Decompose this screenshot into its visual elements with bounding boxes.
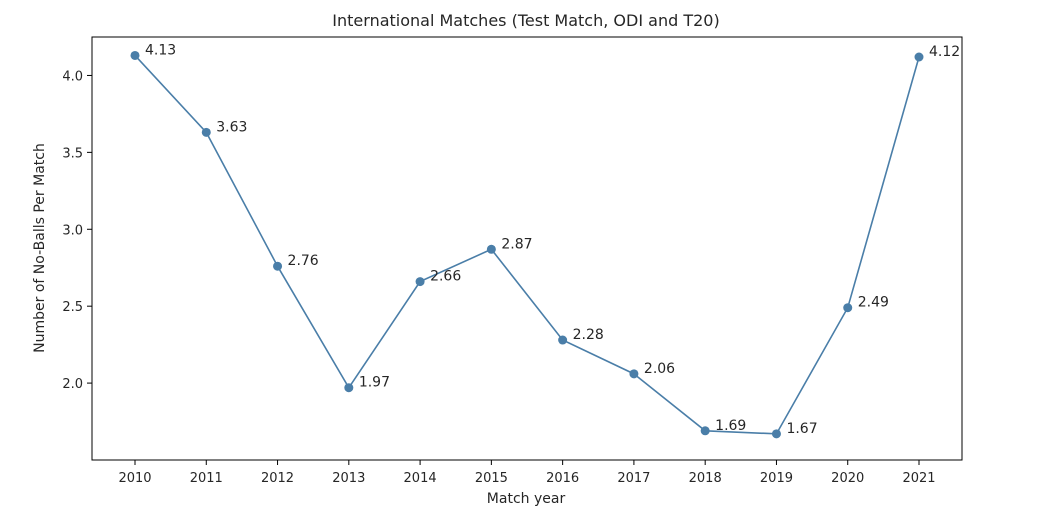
data-label: 2.76 — [288, 253, 319, 269]
data-point — [843, 303, 853, 313]
x-tick-label: 2012 — [261, 471, 294, 486]
data-point — [486, 244, 496, 254]
y-tick-label: 2.0 — [62, 377, 83, 392]
x-tick-label: 2017 — [617, 471, 650, 486]
x-tick-label: 2021 — [902, 471, 935, 486]
data-point — [273, 261, 283, 271]
data-label: 1.69 — [715, 418, 746, 434]
data-label: 4.13 — [145, 42, 176, 58]
data-labels: 4.13 3.63 2.76 1.97 2.66 2.87 2.28 2.06 1.69 1.67… — [145, 42, 960, 436]
y-axis: 2.0 2.5 3.0 3.5 4.0 — [62, 69, 92, 392]
data-label: 1.97 — [359, 375, 390, 391]
x-tick-label: 2016 — [546, 471, 579, 486]
x-axis: 2010 2011 2012 2013 2014 2015 2016 2017 2018 2019… — [118, 460, 936, 486]
x-tick-label: 2010 — [118, 471, 151, 486]
data-point — [914, 52, 924, 62]
y-tick-label: 3.0 — [62, 223, 83, 238]
x-tick-label: 2013 — [332, 471, 365, 486]
data-label: 2.49 — [858, 295, 889, 311]
data-label: 2.06 — [644, 361, 675, 377]
series-line — [130, 50, 924, 439]
data-point — [629, 369, 639, 379]
plot-area — [91, 36, 963, 461]
series-polyline — [134, 54, 920, 435]
data-label: 2.28 — [573, 327, 604, 343]
x-tick-label: 2018 — [689, 471, 722, 486]
data-label: 2.66 — [430, 269, 461, 285]
y-tick-label: 3.5 — [62, 146, 83, 161]
data-label: 2.87 — [501, 236, 532, 252]
data-point — [415, 277, 425, 287]
chart-title: International Matches (Test Match, ODI a… — [332, 11, 719, 30]
y-tick-label: 2.5 — [62, 300, 83, 315]
data-point — [558, 335, 568, 345]
x-tick-label: 2014 — [404, 471, 437, 486]
data-point — [130, 50, 140, 60]
data-point — [201, 127, 211, 137]
x-tick-label: 2015 — [475, 471, 508, 486]
x-tick-label: 2011 — [190, 471, 223, 486]
data-point — [700, 426, 710, 436]
x-tick-label: 2020 — [831, 471, 864, 486]
data-point — [344, 383, 354, 393]
data-label: 3.63 — [216, 119, 247, 135]
y-tick-label: 4.0 — [62, 69, 83, 84]
x-axis-title: Match year — [487, 491, 566, 507]
x-tick-label: 2019 — [760, 471, 793, 486]
data-label: 4.12 — [929, 44, 960, 60]
data-label: 1.67 — [786, 421, 817, 437]
y-axis-title: Number of No-Balls Per Match — [32, 143, 48, 353]
data-point — [771, 429, 781, 439]
